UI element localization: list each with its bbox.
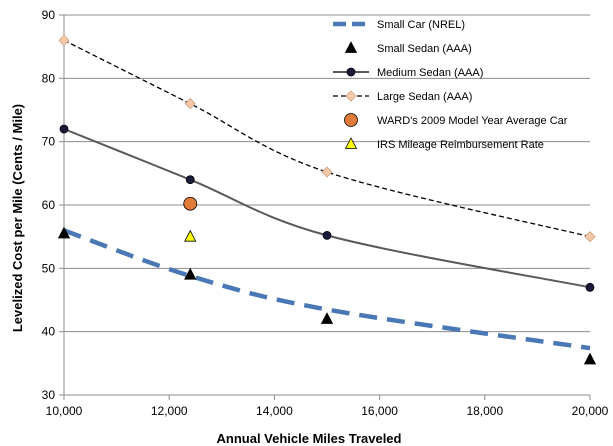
legend-label-1: Small Sedan (AAA) xyxy=(377,43,472,55)
series-2-line xyxy=(63,128,591,289)
y-axis-title: Levelized Cost per Mile (Cents / Mile) xyxy=(10,104,25,332)
series-3-point-1 xyxy=(184,98,196,110)
grid-lines xyxy=(64,14,590,396)
y-tick-label-3: 60 xyxy=(42,198,56,212)
series-1-point-3 xyxy=(583,352,597,365)
series-0 xyxy=(63,228,591,351)
legend-item-4: WARD's 2009 Model Year Average Car xyxy=(344,113,568,127)
series-5 xyxy=(184,229,197,242)
series-4-point-0 xyxy=(183,196,198,211)
series-3 xyxy=(58,34,596,243)
legend-item-0: Small Car (NREL) xyxy=(333,19,465,31)
legend-swatch-3 xyxy=(345,90,357,102)
series-4 xyxy=(183,196,198,211)
x-ticks: 10,000 12,000 14,000 16,000 18,000 20,000 xyxy=(46,395,609,418)
series-0-line xyxy=(63,228,591,351)
legend-swatch-5 xyxy=(344,137,358,149)
series-2-point-2 xyxy=(322,230,332,240)
y-tick-label-5: 80 xyxy=(42,71,56,85)
series-1-point-1 xyxy=(184,267,197,280)
series-3-point-0 xyxy=(58,34,70,46)
series-2 xyxy=(59,124,595,292)
series-layer xyxy=(57,34,597,365)
y-tick-label-0: 30 xyxy=(42,388,56,402)
legend-item-5: IRS Mileage Reimbursement Rate xyxy=(344,137,544,151)
y-tick-label-2: 50 xyxy=(42,261,56,275)
legend-label-0: Small Car (NREL) xyxy=(377,19,465,31)
series-5-point-0 xyxy=(184,229,197,242)
x-tick-label-5: 20,000 xyxy=(572,404,609,418)
series-3-point-3 xyxy=(584,231,596,243)
y-tick-label-1: 40 xyxy=(42,325,56,339)
series-3-line xyxy=(63,39,591,238)
series-2-point-1 xyxy=(185,175,195,185)
x-tick-label-1: 12,000 xyxy=(151,404,188,418)
legend-item-2: Medium Sedan (AAA) xyxy=(333,67,483,79)
legend: Small Car (NREL) Small Sedan (AAA) Medium … xyxy=(333,19,568,151)
x-tick-label-2: 14,000 xyxy=(256,404,293,418)
x-tick-label-0: 10,000 xyxy=(46,404,83,418)
legend-item-1: Small Sedan (AAA) xyxy=(344,41,472,55)
series-1-point-0 xyxy=(57,226,71,239)
y-tick-label-6: 90 xyxy=(42,8,56,22)
legend-swatch-2 xyxy=(346,67,356,77)
legend-label-2: Medium Sedan (AAA) xyxy=(377,67,483,79)
legend-label-3: Large Sedan (AAA) xyxy=(377,91,472,103)
y-tick-label-4: 70 xyxy=(42,135,56,149)
legend-item-3: Large Sedan (AAA) xyxy=(333,90,472,103)
x-tick-label-3: 16,000 xyxy=(361,404,398,418)
legend-label-5: IRS Mileage Reimbursement Rate xyxy=(377,139,544,151)
legend-label-4: WARD's 2009 Model Year Average Car xyxy=(377,115,568,127)
x-tick-label-4: 18,000 xyxy=(466,404,503,418)
legend-swatch-1 xyxy=(344,41,358,53)
legend-swatch-4 xyxy=(344,113,358,127)
series-1 xyxy=(57,226,597,365)
x-axis-title: Annual Vehicle Miles Traveled xyxy=(217,431,402,446)
series-2-point-0 xyxy=(59,124,69,134)
series-2-point-3 xyxy=(585,282,595,292)
series-1-point-2 xyxy=(320,312,334,324)
series-3-point-2 xyxy=(321,166,333,178)
y-ticks: 30 40 50 60 70 80 90 xyxy=(42,8,64,402)
